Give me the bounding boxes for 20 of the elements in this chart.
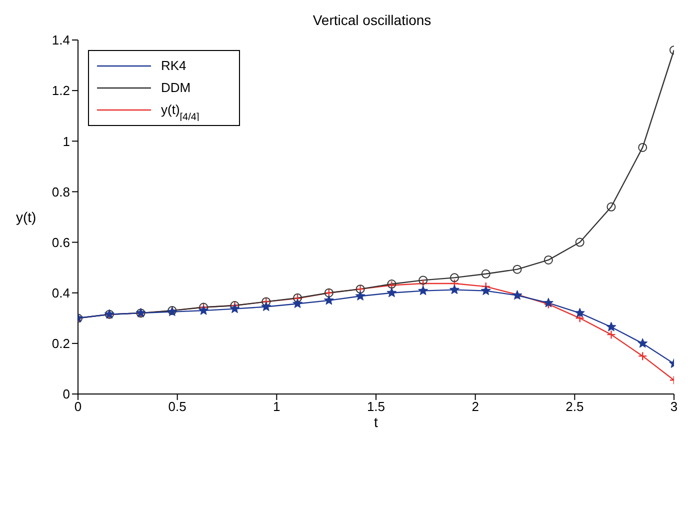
y-tick-label: 0.6 xyxy=(52,234,70,250)
x-tick-label: 2.5 xyxy=(566,399,584,414)
x-tick-label: 1.5 xyxy=(366,399,386,414)
x-tick-label: 0 xyxy=(74,399,82,414)
legend-label: DDM xyxy=(161,80,191,95)
y-tick-label: 1 xyxy=(62,134,70,149)
y-tick-label: 0.4 xyxy=(52,285,70,300)
x-tick-label: 0.5 xyxy=(168,399,186,414)
x-tick-label: 2 xyxy=(472,399,479,414)
y-tick-label: 1.4 xyxy=(52,32,70,48)
y-tick-label: 0 xyxy=(62,386,70,402)
x-tick-label: 3 xyxy=(670,399,678,414)
legend-label: RK4 xyxy=(161,58,186,73)
y-tick-label: 0.8 xyxy=(52,184,70,200)
chart-title: Vertical oscillations xyxy=(312,12,432,28)
x-tick-label: 1 xyxy=(273,399,280,414)
y-axis-title: y(t) xyxy=(16,208,36,225)
y-tick-label: 0.2 xyxy=(52,336,70,352)
y-tick-label: 1.2 xyxy=(52,83,70,98)
x-axis-title: t xyxy=(374,414,378,430)
